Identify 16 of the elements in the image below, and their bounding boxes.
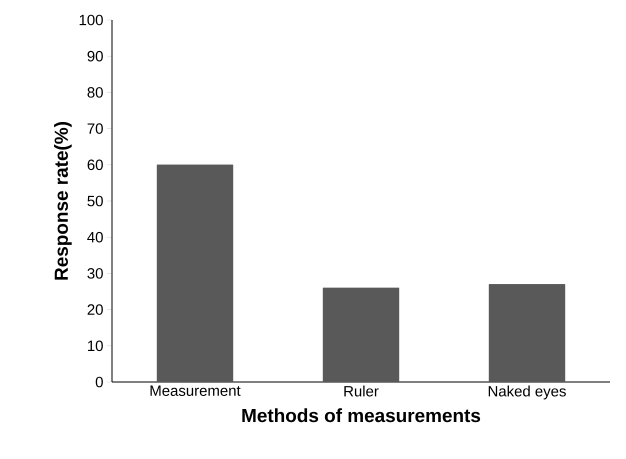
y-tick-label: 40	[87, 232, 103, 242]
y-tick-label: 70	[88, 123, 103, 134]
x-tick-label: Measurement	[150, 386, 241, 396]
y-tick-label: 0	[96, 376, 103, 388]
y-tick-label: 90	[88, 50, 103, 62]
y-tick-label: 10	[88, 340, 103, 352]
y-tick-label: 80	[88, 87, 103, 98]
x-axis-title: Methods of measurements	[242, 408, 480, 422]
y-axis-title: Response rate(%)	[54, 122, 72, 280]
y-tick-label: 50	[87, 196, 103, 206]
y-tick-label: 20	[88, 304, 103, 315]
y-tick-label: 30	[87, 268, 103, 279]
x-tick-label: Naked eyes	[488, 386, 566, 400]
x-tick-label: Ruler	[344, 386, 379, 396]
y-tick-label: 60	[88, 160, 103, 170]
y-tick-label: 100	[80, 14, 103, 26]
